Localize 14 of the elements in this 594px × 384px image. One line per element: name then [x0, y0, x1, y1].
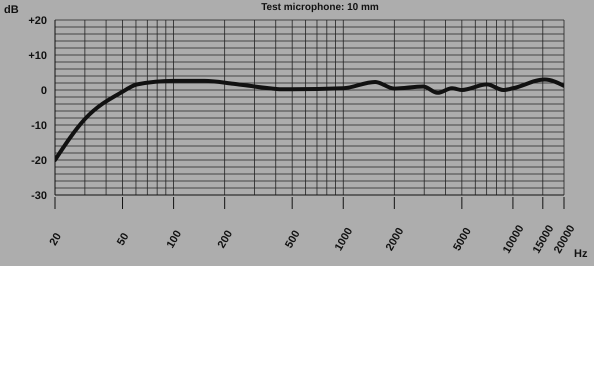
y-tick-label: -20 — [31, 154, 47, 167]
y-tick-label: -30 — [31, 190, 47, 202]
y-tick-label: 0 — [40, 84, 47, 97]
x-tick-label: 500 — [283, 228, 303, 250]
y-tick-label: -10 — [31, 120, 47, 132]
chart-title: Test microphone: 10 mm — [260, 2, 380, 13]
x-tick-label: 50 — [114, 231, 132, 248]
x-tick-label: 200 — [216, 228, 236, 250]
x-tick-label: 20 — [47, 231, 64, 248]
y-tick-label: +10 — [28, 50, 47, 62]
x-axis-title: Hz — [574, 248, 588, 260]
x-tick-label: 100 — [164, 228, 184, 250]
y-axis-title: dB — [4, 4, 19, 16]
y-tick-label: +20 — [28, 14, 47, 27]
